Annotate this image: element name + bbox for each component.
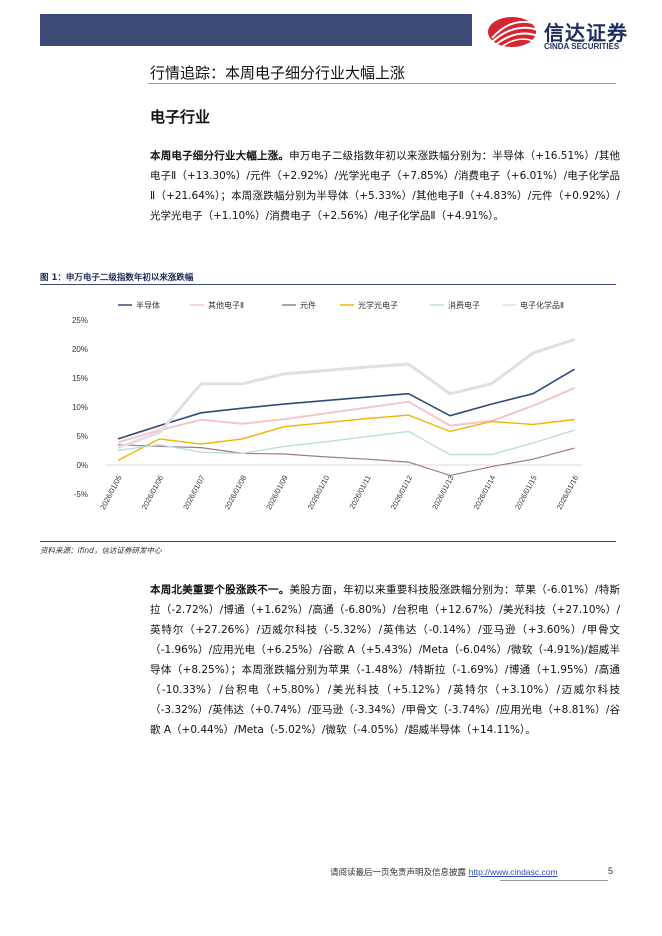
x-tick-label: 2026/01/08: [223, 474, 249, 511]
figure-title: 图 1：申万电子二级指数年初以来涨跌幅: [40, 273, 194, 283]
paragraph-electronics: 本周电子细分行业大幅上涨。申万电子二级指数年初以来涨跌幅分别为：半导体（+16.…: [150, 146, 620, 226]
y-tick-label: 0%: [76, 461, 88, 470]
series-line: [117, 338, 575, 450]
page-title: 行情追踪：本周电子细分行业大幅上涨: [150, 64, 406, 82]
source-note: 资料来源：ifind，信达证券研发中心: [40, 546, 162, 555]
series-line: [117, 429, 575, 456]
x-tick-label: 2026/01/15: [513, 474, 539, 511]
paragraph-north-america: 本周北美重要个股涨跌不一。美股方面，年初以来重要科技股涨跌幅分别为：苹果（-6.…: [150, 580, 620, 740]
y-tick-label: -5%: [74, 490, 88, 499]
y-tick-label: 20%: [72, 345, 88, 354]
y-tick-label: 10%: [72, 403, 88, 412]
logo-mark-icon: [488, 17, 539, 49]
footer-rule: [500, 880, 608, 881]
legend-label: 电子化学品Ⅱ: [520, 300, 564, 310]
series-line: [117, 368, 575, 440]
series-line: [117, 444, 575, 476]
logo-english-name: CINDA SECURITIES: [544, 42, 620, 51]
chart-canvas: 半导体 其他电子Ⅱ 元件 光学光电子 消费电子 电子化学品Ⅱ -5% 0% 5% 10% 15% 20…: [72, 300, 582, 511]
legend-label: 光学光电子: [358, 300, 398, 310]
x-tick-label: 2026/01/14: [472, 474, 498, 511]
figure-top-rule: [40, 284, 616, 285]
paragraph-lead: 本周北美重要个股涨跌不一。: [150, 584, 290, 596]
x-tick-label: 2026/01/05: [98, 474, 124, 511]
header-bar: [40, 14, 472, 46]
y-tick-label: 25%: [72, 316, 88, 325]
x-tick-label: 2026/01/13: [430, 474, 456, 511]
logo-chinese-name: 信达证券: [544, 21, 628, 45]
x-tick-label: 2026/01/07: [181, 474, 207, 511]
line-chart: 半导体 其他电子Ⅱ 元件 光学光电子 消费电子 电子化学品Ⅱ -5% 0% 5% 10% 15% 20…: [40, 290, 616, 540]
legend-label: 半导体: [136, 300, 160, 310]
series-line: [117, 386, 575, 444]
legend-label: 其他电子Ⅱ: [208, 300, 244, 310]
paragraph-body: 申万电子二级指数年初以来涨跌幅分别为：半导体（+16.51%）/其他电子Ⅱ（+1…: [150, 150, 620, 222]
paragraph-body: 美股方面，年初以来重要科技股涨跌幅分别为：苹果（-6.01%）/特斯拉（-2.7…: [150, 584, 620, 736]
x-tick-label: 2026/01/09: [264, 474, 290, 511]
x-tick-label: 2026/01/16: [555, 474, 581, 511]
figure-bottom-rule: [40, 541, 616, 542]
footer-disclaimer: 请阅读最后一页免责声明及信息披露 http://www.cindasc.com: [330, 866, 558, 878]
x-tick-label: 2026/01/11: [347, 474, 372, 511]
legend-label: 消费电子: [448, 300, 480, 310]
legend-label: 元件: [300, 300, 316, 310]
x-tick-label: 2026/01/06: [140, 474, 166, 511]
paragraph-lead: 本周电子细分行业大幅上涨。: [150, 150, 290, 162]
y-tick-label: 15%: [72, 374, 88, 383]
y-tick-label: 5%: [76, 432, 88, 441]
footer-disclaimer-text: 请阅读最后一页免责声明及信息披露: [330, 868, 469, 878]
title-divider: [148, 83, 616, 84]
x-tick-label: 2026/01/10: [306, 474, 332, 511]
series-line: [117, 414, 575, 462]
company-logo: 信达证券 CINDA SECURITIES: [486, 12, 646, 52]
page-number: 5: [608, 866, 614, 876]
section-heading: 电子行业: [150, 108, 211, 126]
x-tick-label: 2026/01/12: [389, 474, 415, 511]
footer-website-link[interactable]: http://www.cindasc.com: [468, 867, 558, 877]
